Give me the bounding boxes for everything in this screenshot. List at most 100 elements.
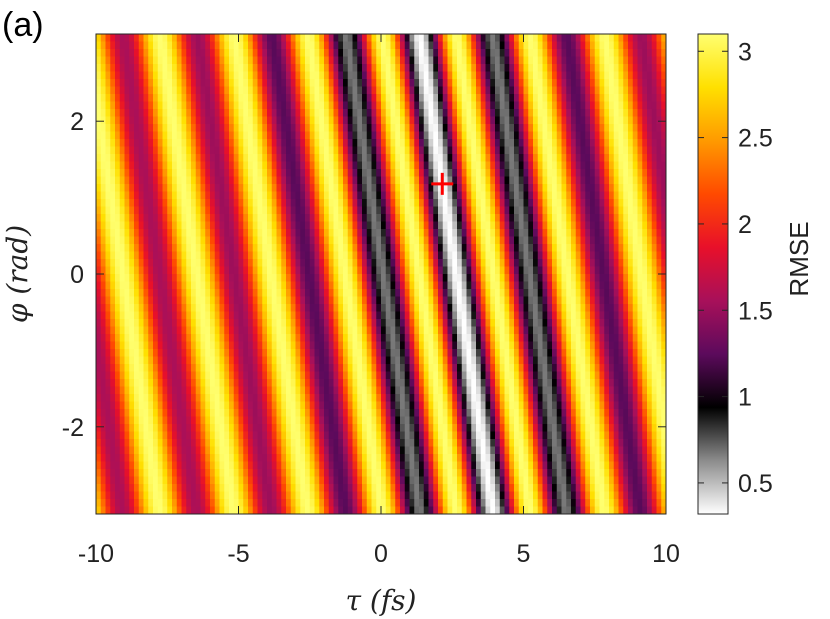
heatmap-cell	[319, 334, 325, 343]
heatmap-cell	[466, 229, 472, 238]
heatmap-cell	[395, 86, 401, 95]
heatmap-cell	[495, 236, 501, 245]
heatmap-cell	[210, 34, 216, 43]
heatmap-cell	[414, 281, 420, 290]
heatmap-cell	[167, 161, 173, 170]
heatmap-cell	[205, 41, 211, 50]
heatmap-cell	[119, 176, 126, 185]
heatmap-cell	[623, 34, 629, 43]
heatmap-cell	[96, 251, 102, 260]
heatmap-cell	[528, 169, 534, 178]
heatmap-cell	[618, 311, 624, 320]
heatmap-cell	[153, 146, 159, 155]
heatmap-cell	[362, 341, 368, 350]
heatmap-cell	[381, 56, 387, 65]
heatmap-cell	[594, 311, 601, 320]
heatmap-cell	[561, 34, 567, 43]
heatmap-cell	[248, 311, 254, 320]
heatmap-cell	[286, 79, 292, 88]
heatmap-cell	[262, 161, 268, 170]
heatmap-cell	[618, 266, 624, 275]
heatmap-cell	[552, 176, 558, 185]
heatmap-cell	[290, 191, 297, 200]
heatmap-cell	[233, 131, 240, 140]
heatmap-cell	[143, 124, 149, 133]
heatmap-cell	[476, 304, 482, 313]
heatmap-cell	[309, 199, 316, 208]
heatmap-cell	[466, 94, 472, 103]
heatmap-cell	[599, 101, 605, 110]
heatmap-cell	[219, 184, 225, 193]
heatmap-cell	[167, 326, 173, 335]
heatmap-cell	[276, 79, 282, 88]
heatmap-cell	[537, 71, 544, 80]
heatmap-cell	[404, 154, 411, 163]
heatmap-cell	[409, 139, 415, 148]
heatmap-cell	[571, 101, 577, 110]
heatmap-cell	[119, 94, 126, 103]
heatmap-cell	[324, 124, 330, 133]
heatmap-cell	[129, 289, 135, 298]
heatmap-cell	[267, 79, 273, 88]
heatmap-cell	[651, 184, 658, 193]
heatmap-cell	[414, 146, 420, 155]
heatmap-cell	[656, 326, 662, 335]
heatmap-cell	[442, 296, 449, 305]
heatmap-cell	[305, 71, 311, 80]
heatmap-cell	[366, 109, 373, 118]
heatmap-cell	[138, 116, 145, 125]
heatmap-cell	[642, 79, 648, 88]
heatmap-cell	[357, 229, 363, 238]
heatmap-cell	[338, 296, 344, 305]
heatmap-cell	[115, 79, 121, 88]
heatmap-cell	[314, 161, 320, 170]
heatmap-cell	[219, 34, 225, 43]
heatmap-cell	[186, 334, 192, 343]
heatmap-cell	[509, 176, 515, 185]
heatmap-cell	[176, 64, 183, 73]
heatmap-cell	[609, 56, 615, 65]
heatmap-cell	[200, 64, 206, 73]
heatmap-cell	[485, 131, 491, 140]
heatmap-cell	[404, 161, 411, 170]
heatmap-cell	[110, 326, 116, 335]
heatmap-cell	[281, 289, 287, 298]
heatmap-cell	[438, 289, 444, 298]
heatmap-cell	[480, 289, 487, 298]
heatmap-cell	[604, 161, 610, 170]
heatmap-cell	[552, 319, 558, 328]
heatmap-cell	[404, 86, 411, 95]
heatmap-cell	[309, 94, 316, 103]
heatmap-cell	[110, 206, 116, 215]
heatmap-cell	[153, 221, 159, 230]
heatmap-cell	[181, 79, 187, 88]
heatmap-cell	[328, 334, 335, 343]
heatmap-cell	[585, 251, 591, 260]
heatmap-cell	[214, 274, 221, 283]
heatmap-cell	[580, 304, 586, 313]
heatmap-cell	[195, 116, 202, 125]
heatmap-cell	[471, 64, 477, 73]
heatmap-cell	[423, 296, 430, 305]
heatmap-cell	[357, 311, 363, 320]
heatmap-cell	[267, 236, 273, 245]
heatmap-cell	[309, 259, 316, 268]
heatmap-cell	[276, 281, 282, 290]
heatmap-cell	[585, 49, 591, 58]
heatmap-cell	[528, 124, 534, 133]
heatmap-cell	[656, 229, 662, 238]
heatmap-cell	[442, 251, 449, 260]
heatmap-cell	[518, 109, 525, 118]
heatmap-cell	[447, 206, 453, 215]
heatmap-cell	[433, 154, 439, 163]
heatmap-cell	[571, 304, 577, 313]
heatmap-cell	[129, 281, 135, 290]
heatmap-cell	[556, 191, 563, 200]
heatmap-cell	[623, 41, 629, 50]
heatmap-cell	[238, 169, 244, 178]
heatmap-cell	[414, 56, 420, 65]
heatmap-cell	[219, 236, 225, 245]
heatmap-cell	[447, 304, 453, 313]
heatmap-cell	[257, 116, 263, 125]
heatmap-cell	[276, 236, 282, 245]
